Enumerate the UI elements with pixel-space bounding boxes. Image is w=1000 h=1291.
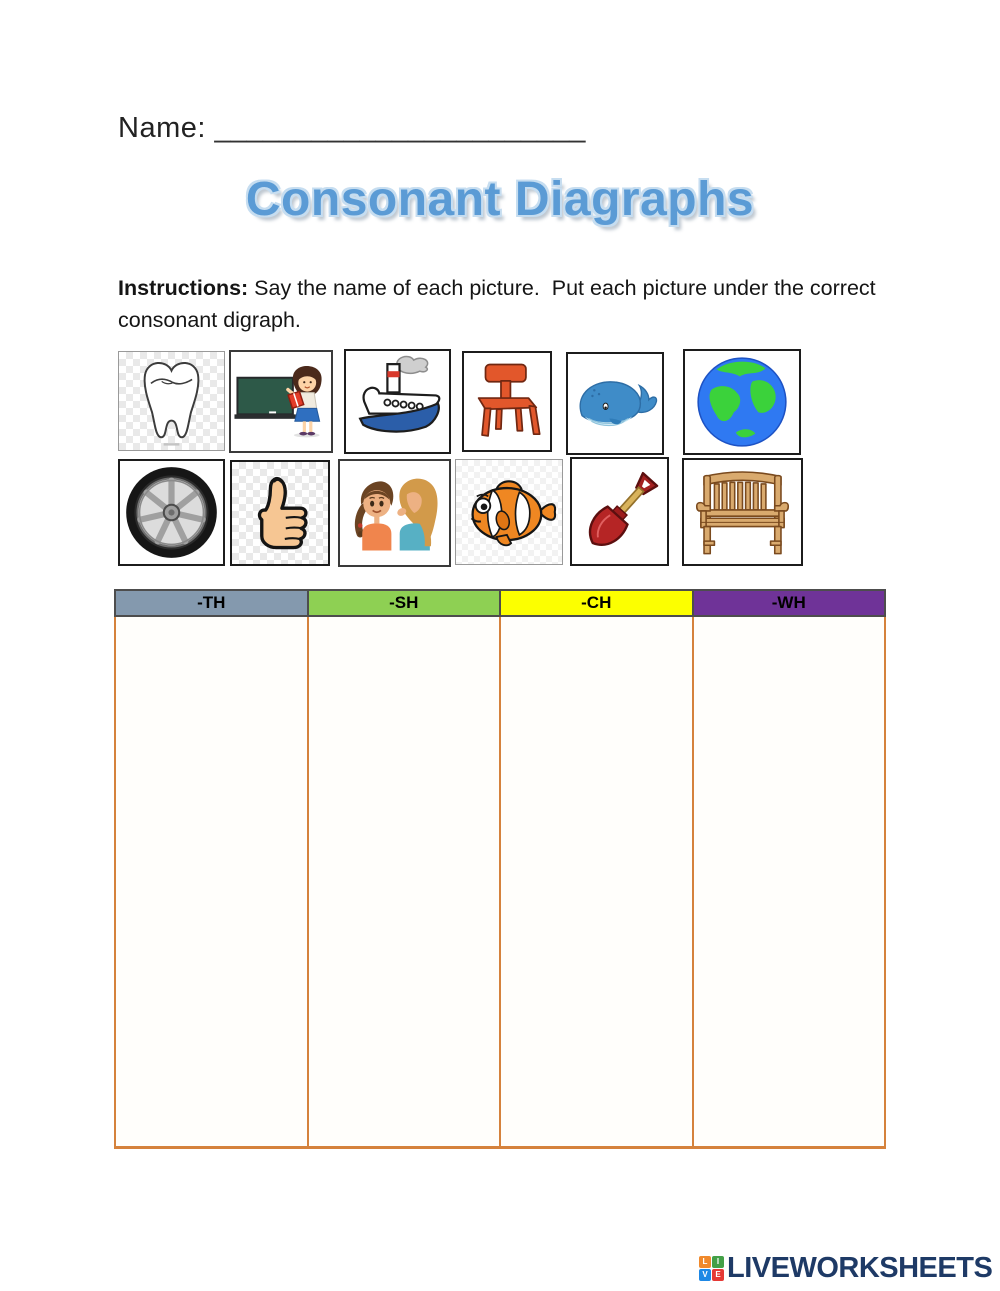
picture-tile-whispering-girls[interactable]	[338, 459, 451, 567]
chair-icon	[477, 363, 541, 437]
liveworksheets-logo[interactable]: L I V E LIVEWORKSHEETS	[699, 1252, 993, 1285]
picture-tile-fish[interactable]	[455, 459, 563, 565]
wheel-icon	[126, 467, 217, 558]
fish-icon	[470, 480, 557, 547]
shovel-icon	[588, 471, 659, 546]
picture-tile-thumbs-up[interactable]	[230, 460, 330, 566]
picture-tile-tooth[interactable]	[118, 351, 225, 451]
logo-grid-icon: L I V E	[699, 1256, 724, 1281]
teacher-icon	[234, 365, 322, 438]
digraph-header-row: -TH -SH -CH -WH	[114, 589, 886, 617]
column-header-th: -TH	[114, 589, 309, 617]
globe-icon	[697, 357, 787, 447]
instructions-text: Say the name of each picture. Put each p…	[118, 276, 882, 333]
picture-tile-whale[interactable]	[566, 352, 664, 455]
whispering-girls-icon	[354, 478, 438, 551]
logo-square-i: I	[712, 1256, 724, 1268]
name-label: Name:	[118, 112, 206, 144]
name-row: Name: _______________________	[118, 112, 585, 145]
picture-tile-chair[interactable]	[462, 351, 552, 452]
logo-square-l: L	[699, 1256, 711, 1268]
column-header-ch: -CH	[499, 589, 694, 617]
logo-square-v: V	[699, 1269, 711, 1281]
instructions: Instructions: Say the name of each pictu…	[118, 272, 880, 337]
thumbs-up-icon	[257, 477, 308, 550]
ship-icon	[358, 355, 441, 433]
page-title: Consonant Diagraphs	[245, 173, 755, 226]
picture-tile-globe[interactable]	[683, 349, 801, 455]
instructions-label: Instructions:	[118, 276, 249, 300]
column-dropzone-wh[interactable]	[691, 617, 886, 1149]
picture-tile-teacher[interactable]	[229, 350, 333, 453]
bench-icon	[695, 471, 790, 555]
column-dropzone-th[interactable]	[114, 617, 309, 1149]
column-dropzone-sh[interactable]	[306, 617, 501, 1149]
whale-icon	[579, 381, 658, 427]
picture-tile-wheel[interactable]	[118, 459, 225, 566]
column-header-wh: -WH	[691, 589, 886, 617]
column-header-sh: -SH	[306, 589, 501, 617]
picture-tile-bench[interactable]	[682, 458, 803, 566]
digraph-table-body	[114, 617, 886, 1149]
brand-text: LIVEWORKSHEETS	[727, 1252, 993, 1284]
logo-square-e: E	[712, 1269, 724, 1281]
name-blank-line[interactable]: _______________________	[214, 112, 586, 144]
column-dropzone-ch[interactable]	[499, 617, 694, 1149]
picture-tile-shovel[interactable]	[570, 457, 669, 566]
tooth-icon	[143, 362, 200, 446]
picture-tile-ship[interactable]	[344, 349, 451, 454]
